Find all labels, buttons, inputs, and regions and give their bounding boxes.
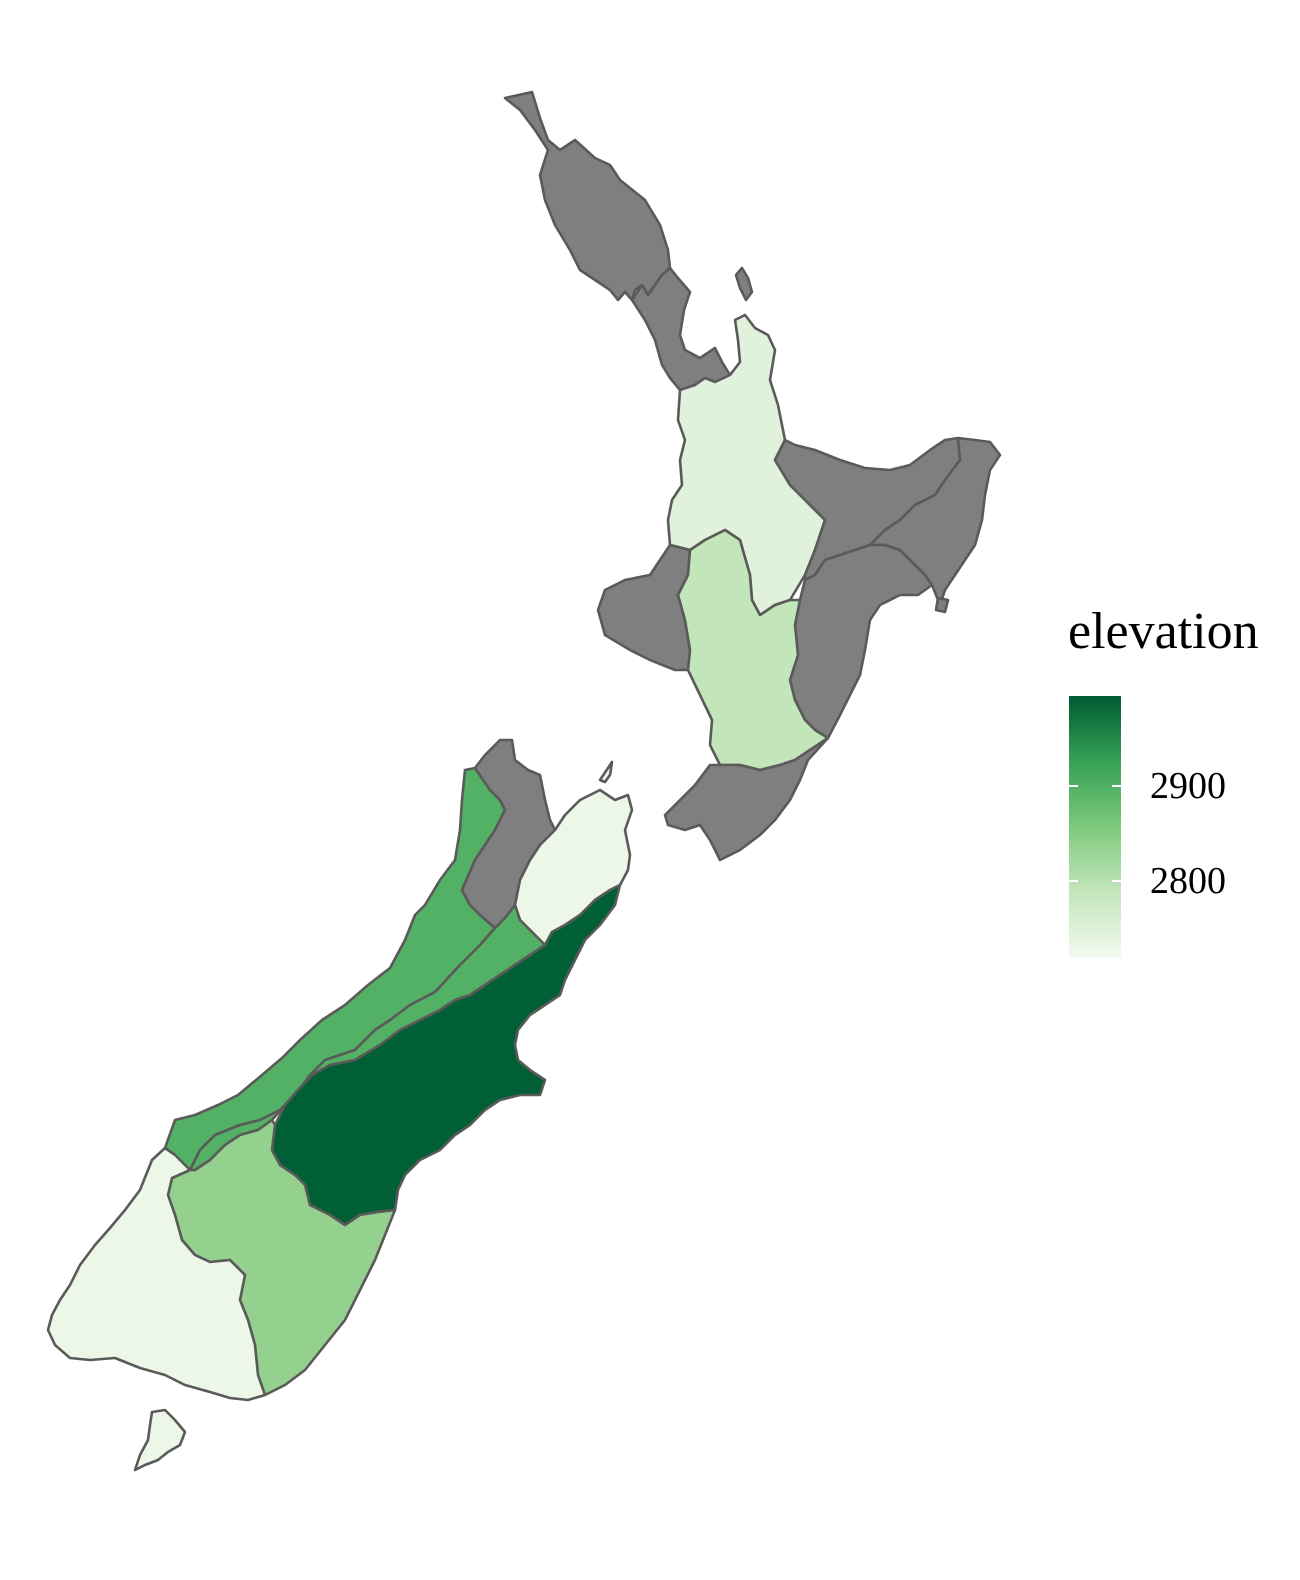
region-wellington	[663, 736, 830, 862]
legend-tick-2800-right	[1112, 880, 1121, 882]
legend-title: elevation	[1068, 603, 1259, 660]
legend-colorbar	[1069, 696, 1121, 958]
legend-label-2800: 2800	[1150, 860, 1226, 902]
region-southland	[46, 1146, 267, 1402]
legend-tick-2900-right	[1112, 785, 1121, 787]
region-taranaki	[596, 543, 692, 672]
legend-label-2900: 2900	[1150, 765, 1226, 807]
region-northland	[503, 90, 672, 302]
legend-tick-2800-left	[1069, 880, 1078, 882]
region-canterbury	[270, 883, 622, 1227]
legend-tick-2900-left	[1069, 785, 1078, 787]
region-auckland-island	[734, 266, 754, 302]
region-gisborne-cape	[934, 596, 950, 614]
region-manawatu-whanganui	[676, 528, 830, 772]
region-marlborough-island	[598, 760, 614, 784]
region-stewart-island	[133, 1408, 187, 1472]
